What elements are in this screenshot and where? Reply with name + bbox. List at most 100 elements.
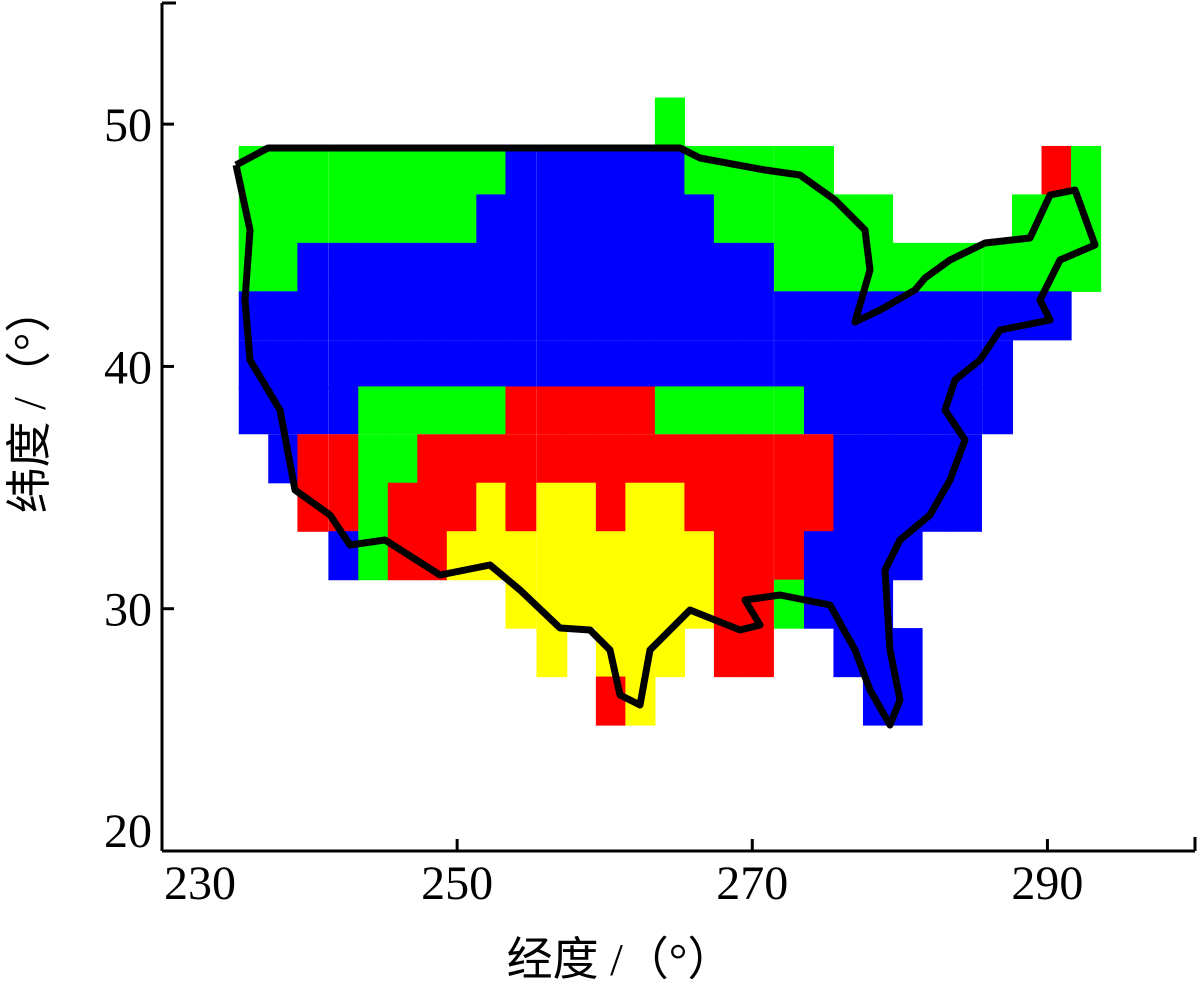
grid-cell (417, 145, 448, 196)
grid-cell (268, 242, 299, 292)
grid-cell (713, 434, 745, 484)
grid-cell (566, 482, 597, 532)
grid-cell (625, 531, 656, 581)
grid-cell (387, 340, 418, 389)
grid-cell (713, 194, 745, 244)
grid-cell (862, 386, 894, 435)
grid-cell (654, 628, 686, 678)
grid-cell (625, 386, 656, 435)
grid-cell (743, 194, 774, 244)
grid-cell (238, 386, 269, 435)
grid-cell (387, 386, 418, 435)
grid-cell (446, 482, 477, 532)
grid-cell (536, 628, 568, 678)
grid-cell (476, 145, 507, 196)
grid-cell (921, 291, 953, 341)
x-tick-label: 290 (1011, 857, 1083, 910)
grid-cell (1041, 145, 1072, 196)
grid-cell (566, 579, 597, 629)
grid-cell (684, 434, 715, 484)
y-tick-label: 40 (104, 341, 152, 394)
grid-cell (446, 194, 477, 244)
grid-cell (446, 291, 477, 341)
grid-cell (595, 676, 626, 726)
grid-cell (833, 434, 864, 484)
grid-cell (268, 340, 299, 389)
grid-cell (297, 242, 329, 292)
grid-cell (654, 291, 686, 341)
grid-cell (595, 242, 626, 292)
grid-cell (358, 386, 389, 435)
grid-cell (387, 145, 418, 196)
x-tick-label: 230 (164, 857, 236, 910)
grid-cell (505, 340, 537, 389)
grid-cell (595, 386, 626, 435)
grid-cell (536, 434, 568, 484)
grid-cell (654, 434, 686, 484)
grid-cell (476, 291, 507, 341)
grid-cell (446, 434, 477, 484)
grid-cell (684, 194, 715, 244)
grid-cell (476, 482, 507, 532)
grid-cell (862, 434, 894, 484)
grid-cell (328, 386, 360, 435)
grid-cell (774, 194, 805, 244)
grid-cell (328, 194, 360, 244)
grid-cell (625, 291, 656, 341)
grid-cell (774, 291, 805, 341)
grid-cell (268, 145, 299, 196)
grid-cell (654, 194, 686, 244)
grid-cell (713, 482, 745, 532)
grid-cell (743, 628, 774, 678)
grid-cell (476, 434, 507, 484)
grid-cell (774, 434, 805, 484)
grid-cell (446, 242, 477, 292)
grid-cell (358, 340, 389, 389)
grid-cell (833, 482, 864, 532)
grid-cell (654, 482, 686, 532)
grid-cell (566, 291, 597, 341)
y-axis-title: 纬度 /（°） (4, 287, 55, 514)
grid-cell (387, 242, 418, 292)
grid-cell (387, 194, 418, 244)
grid-cell (566, 434, 597, 484)
grid-cell (358, 434, 389, 484)
grid-cell (1012, 242, 1043, 292)
x-tick-label: 270 (716, 857, 788, 910)
grid-cell (417, 386, 448, 435)
grid-cell (446, 340, 477, 389)
grid-cell (536, 291, 568, 341)
grid-cell (625, 579, 656, 629)
grid-cell (505, 291, 537, 341)
grid-cell (566, 531, 597, 581)
grid-cell (774, 340, 805, 389)
grid-cell (417, 340, 448, 389)
grid-cell (713, 628, 745, 678)
grid-cell (862, 340, 894, 389)
grid-cell (566, 242, 597, 292)
grid-cell (803, 340, 835, 389)
grid-cell (774, 531, 805, 581)
grid-cell (892, 434, 923, 484)
cell-layer (238, 97, 1102, 726)
grid-cell (921, 340, 953, 389)
grid-cell (654, 145, 686, 196)
grid-cell (803, 386, 835, 435)
grid-cell (505, 194, 537, 244)
grid-cell (803, 482, 835, 532)
grid-cell (743, 531, 774, 581)
grid-cell (505, 386, 537, 435)
grid-cell (476, 194, 507, 244)
grid-cell (476, 386, 507, 435)
grid-cell (713, 291, 745, 341)
grid-cell (803, 242, 835, 292)
grid-cell (625, 242, 656, 292)
grid-cell (595, 434, 626, 484)
grid-cell (536, 242, 568, 292)
grid-cell (684, 482, 715, 532)
grid-cell (625, 340, 656, 389)
grid-cell (417, 242, 448, 292)
grid-cell (684, 340, 715, 389)
grid-cell (387, 482, 418, 532)
